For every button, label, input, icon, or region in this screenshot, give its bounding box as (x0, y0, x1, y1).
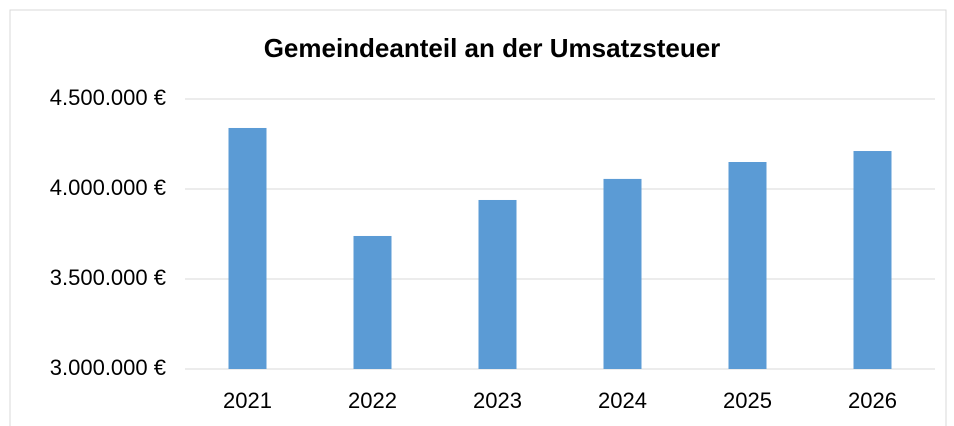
bar (853, 151, 892, 369)
y-tick-label: 3.500.000 € (50, 265, 166, 290)
chart-title: Gemeindeanteil an der Umsatzsteuer (264, 33, 721, 63)
chart-frame (9, 9, 947, 426)
y-tick-label: 4.000.000 € (50, 175, 166, 200)
x-tick-label: 2026 (848, 388, 897, 413)
x-tick-label: 2022 (348, 388, 397, 413)
x-tick-label: 2021 (223, 388, 272, 413)
y-tick-label: 4.500.000 € (50, 85, 166, 110)
bar (728, 162, 767, 369)
bar (353, 235, 392, 369)
x-tick-label: 2025 (723, 388, 772, 413)
bar (228, 127, 267, 369)
x-tick-label: 2024 (598, 388, 647, 413)
x-tick-label: 2023 (473, 388, 522, 413)
y-tick-label: 3.000.000 € (50, 355, 166, 380)
bar (478, 199, 517, 369)
bar (603, 178, 642, 369)
